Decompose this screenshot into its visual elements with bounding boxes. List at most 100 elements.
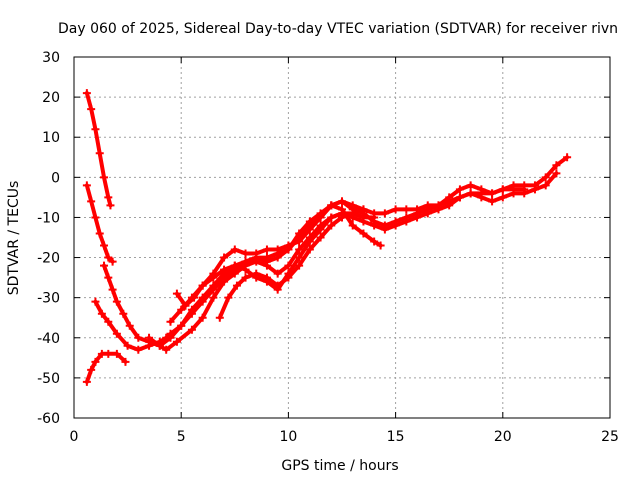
data-point-marker bbox=[87, 365, 96, 374]
data-point-marker bbox=[162, 345, 171, 354]
data-point-marker bbox=[402, 217, 411, 226]
data-point-marker bbox=[91, 125, 100, 134]
data-point-marker bbox=[370, 209, 379, 218]
data-point-marker bbox=[391, 205, 400, 214]
data-point-marker bbox=[82, 181, 91, 190]
data-point-marker bbox=[376, 241, 385, 250]
data-point-marker bbox=[91, 297, 100, 306]
data-point-marker bbox=[252, 249, 261, 258]
data-point-marker bbox=[232, 281, 241, 290]
y-tick-label: -40 bbox=[37, 331, 60, 347]
data-point-marker bbox=[359, 217, 368, 226]
data-point-marker bbox=[488, 197, 497, 206]
data-point-marker bbox=[87, 197, 96, 206]
data-point-marker bbox=[155, 341, 164, 350]
y-axis-label: SDTVAR / TECUs bbox=[6, 181, 22, 296]
data-point-marker bbox=[327, 201, 336, 210]
data-point-marker bbox=[316, 225, 325, 234]
data-point-marker bbox=[273, 281, 282, 290]
x-tick-label: 20 bbox=[494, 429, 512, 445]
data-point-marker bbox=[209, 281, 218, 290]
data-point-marker bbox=[241, 265, 250, 274]
data-point-marker bbox=[509, 185, 518, 194]
y-tick-label: 20 bbox=[42, 90, 60, 106]
data-point-marker bbox=[252, 269, 261, 278]
data-point-marker bbox=[198, 313, 207, 322]
series-track-9 bbox=[172, 197, 368, 310]
data-point-marker bbox=[520, 185, 529, 194]
y-tick-label: -20 bbox=[37, 251, 60, 267]
data-point-marker bbox=[82, 89, 91, 98]
data-point-marker bbox=[220, 253, 229, 262]
data-point-marker bbox=[348, 201, 357, 210]
data-point-marker bbox=[552, 169, 561, 178]
data-point-marker bbox=[295, 245, 304, 254]
data-point-marker bbox=[230, 245, 239, 254]
data-point-marker bbox=[348, 209, 357, 218]
y-tick-label: 10 bbox=[42, 130, 60, 146]
data-point-marker bbox=[187, 325, 196, 334]
data-point-marker bbox=[104, 253, 113, 262]
data-point-marker bbox=[466, 181, 475, 190]
x-tick-label: 25 bbox=[601, 429, 619, 445]
y-tick-label: 30 bbox=[42, 50, 60, 66]
data-point-marker bbox=[125, 321, 134, 330]
data-point-marker bbox=[166, 333, 175, 342]
data-point-marker bbox=[370, 221, 379, 230]
data-point-marker bbox=[498, 185, 507, 194]
data-point-marker bbox=[380, 225, 389, 234]
data-point-marker bbox=[177, 305, 186, 314]
data-point-marker bbox=[498, 193, 507, 202]
data-point-marker bbox=[134, 345, 143, 354]
plot-frame bbox=[73, 56, 611, 419]
series-track-5 bbox=[82, 349, 130, 386]
data-point-marker bbox=[177, 321, 186, 330]
data-point-marker bbox=[104, 273, 113, 282]
data-point-marker bbox=[209, 269, 218, 278]
data-point-marker bbox=[359, 205, 368, 214]
data-point-marker bbox=[338, 213, 346, 222]
data-point-marker bbox=[370, 237, 379, 246]
data-point-marker bbox=[327, 221, 336, 230]
y-tick-label: 0 bbox=[51, 170, 60, 186]
x-tick-label: 5 bbox=[177, 429, 186, 445]
series-track-6 bbox=[145, 153, 572, 350]
data-point-marker bbox=[95, 149, 104, 158]
data-point-marker bbox=[230, 261, 239, 270]
data-point-marker bbox=[112, 297, 121, 306]
y-tick-label: -50 bbox=[37, 371, 60, 387]
data-point-marker bbox=[190, 293, 199, 302]
data-point-marker bbox=[215, 313, 224, 322]
x-tick-label: 0 bbox=[70, 429, 79, 445]
data-point-marker bbox=[380, 209, 389, 218]
grid bbox=[74, 57, 610, 418]
data-point-marker bbox=[466, 189, 475, 198]
data-point-marker bbox=[295, 237, 304, 246]
data-point-marker bbox=[95, 229, 104, 238]
data-point-marker bbox=[134, 333, 143, 342]
data-point-marker bbox=[445, 197, 454, 206]
data-point-marker bbox=[477, 189, 486, 198]
data-point-marker bbox=[284, 241, 293, 250]
data-point-marker bbox=[348, 221, 357, 230]
series-track-8 bbox=[215, 185, 529, 322]
data-point-marker bbox=[172, 289, 181, 298]
data-point-marker bbox=[209, 293, 218, 302]
data-point-marker bbox=[121, 357, 130, 366]
data-point-marker bbox=[413, 213, 422, 222]
data-point-marker bbox=[530, 185, 539, 194]
data-point-marker bbox=[119, 309, 128, 318]
x-tick-label: 10 bbox=[279, 429, 297, 445]
data-point-marker bbox=[305, 245, 314, 254]
data-point-marker bbox=[123, 341, 132, 350]
data-point-marker bbox=[273, 269, 282, 278]
data-point-marker bbox=[82, 377, 91, 386]
data-point-marker bbox=[100, 241, 109, 250]
data-point-marker bbox=[305, 237, 314, 246]
data-point-marker bbox=[455, 185, 464, 194]
data-point-marker bbox=[91, 357, 100, 366]
data-point-marker bbox=[541, 173, 550, 182]
data-point-marker bbox=[112, 349, 121, 358]
